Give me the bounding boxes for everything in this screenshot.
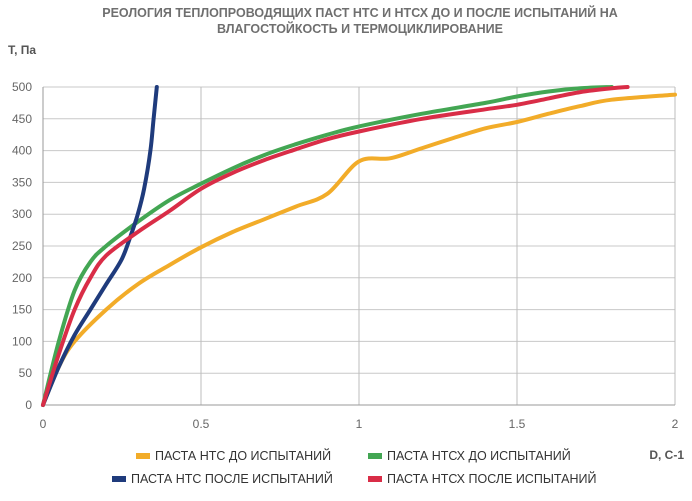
- tick-labels: 0 50 100 150 200 250 300 350 400 450 500 0 0.5 1 1.5 2: [12, 80, 679, 431]
- series-line-2: [41, 85, 159, 407]
- y-tick-label: 200: [12, 271, 32, 285]
- y-tick-label: 300: [12, 207, 32, 221]
- y-axis-label: Т, Па: [8, 43, 36, 57]
- legend-label: ПАСТА НТСХ ДО ИСПЫТАНИЙ: [387, 448, 571, 463]
- legend: ПАСТА НТС ДО ИСПЫТАНИЙ ПАСТА НТСХ ДО ИСПЫ…: [112, 448, 596, 486]
- legend-swatch: [112, 476, 126, 482]
- x-tick-label: 0.5: [193, 417, 210, 431]
- y-tick-label: 150: [12, 303, 32, 317]
- series-line-0: [41, 92, 677, 407]
- y-tick-label: 100: [12, 334, 32, 348]
- y-tick-label: 500: [12, 80, 32, 94]
- series-lines: [41, 85, 677, 407]
- chart-title: РЕОЛОГИЯ ТЕПЛОПРОВОДЯЩИХ ПАСТ НТС И НТСХ…: [102, 5, 618, 36]
- y-tick-label: 50: [19, 366, 33, 380]
- series-line-1: [41, 85, 614, 407]
- legend-swatch: [136, 453, 150, 459]
- y-tick-label: 0: [25, 398, 32, 412]
- y-tick-label: 400: [12, 144, 32, 158]
- legend-label: ПАСТА НТС ПОСЛЕ ИСПЫТАНИЙ: [131, 471, 333, 486]
- legend-swatch: [368, 476, 382, 482]
- series-line-3: [41, 85, 630, 407]
- chart-title-line-2: ВЛАГОСТОЙКОСТЬ И ТЕРМОЦИКЛИРОВАНИЕ: [217, 21, 503, 36]
- legend-swatch: [368, 453, 382, 459]
- y-tick-label: 350: [12, 175, 32, 189]
- y-tick-label: 250: [12, 239, 32, 253]
- chart-title-line-1: РЕОЛОГИЯ ТЕПЛОПРОВОДЯЩИХ ПАСТ НТС И НТСХ…: [102, 5, 618, 20]
- y-tick-label: 450: [12, 112, 32, 126]
- legend-label: ПАСТА НТСХ ПОСЛЕ ИСПЫТАНИЙ: [387, 471, 596, 486]
- x-tick-label: 2: [672, 417, 679, 431]
- x-tick-label: 1: [356, 417, 363, 431]
- x-tick-label: 0: [40, 417, 47, 431]
- legend-label: ПАСТА НТС ДО ИСПЫТАНИЙ: [155, 448, 331, 463]
- x-axis-label: D, С-1: [649, 448, 684, 462]
- grid: [42, 86, 676, 406]
- x-tick-label: 1.5: [509, 417, 526, 431]
